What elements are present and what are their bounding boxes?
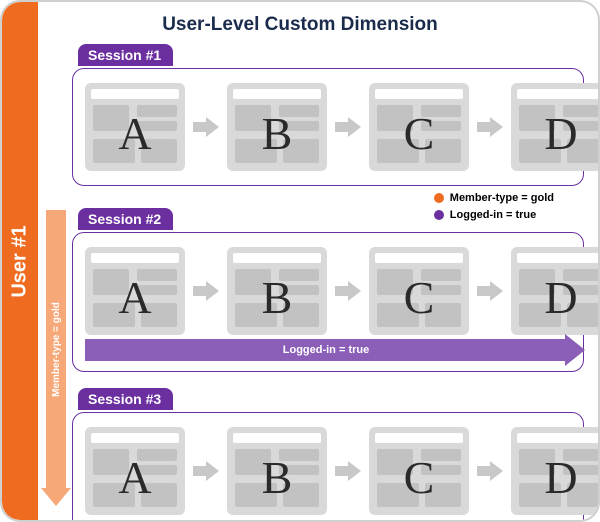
page-letter: C [404, 107, 435, 160]
logged-in-arrow-head [565, 334, 585, 366]
arrow-icon [477, 281, 503, 301]
session-2: Session #2 Member-type = gold Logged-in … [72, 210, 584, 372]
page-d: D [511, 247, 600, 335]
page-letter: A [118, 107, 151, 160]
logged-in-arrow-label: Logged-in = true [283, 344, 369, 356]
page-a: A [85, 247, 185, 335]
page-d: D [511, 427, 600, 515]
session-3: Session #3 A B C D [72, 390, 584, 522]
page-letter: B [262, 451, 293, 504]
page-b: B [227, 83, 327, 171]
page-a: A [85, 83, 185, 171]
arrow-icon [477, 461, 503, 481]
dot-icon [434, 193, 444, 203]
sessions-container: Session #1 A B C D Session #2 Member-typ… [72, 46, 584, 510]
logged-in-arrow: Logged-in = true [85, 339, 585, 361]
session-1: Session #1 A B C D [72, 46, 584, 186]
legend: Member-type = gold Logged-in = true [434, 190, 554, 223]
legend-item-member-type: Member-type = gold [434, 190, 554, 207]
diagram-title: User-Level Custom Dimension [2, 14, 598, 36]
member-type-arrow-label: Member-type = gold [51, 302, 62, 397]
arrow-icon [193, 461, 219, 481]
arrow-icon [193, 281, 219, 301]
legend-text: Logged-in = true [450, 207, 536, 224]
member-type-arrow-shaft: Member-type = gold [46, 210, 66, 488]
session-box: A B C D [72, 68, 584, 186]
page-letter: D [544, 451, 577, 504]
session-box: A B C D [72, 412, 584, 522]
session-tab: Session #2 [78, 208, 173, 230]
page-c: C [369, 83, 469, 171]
arrow-icon [335, 117, 361, 137]
page-letter: B [262, 271, 293, 324]
page-letter: D [544, 107, 577, 160]
arrow-icon [335, 461, 361, 481]
arrow-icon [193, 117, 219, 137]
page-letter: B [262, 107, 293, 160]
page-c: C [369, 427, 469, 515]
session-box: A B C D Logged-in = true [72, 232, 584, 372]
session-tab: Session #3 [78, 388, 173, 410]
user-sidebar: User #1 [2, 2, 38, 520]
arrow-icon [477, 117, 503, 137]
page-b: B [227, 427, 327, 515]
page-letter: A [118, 451, 151, 504]
page-letter: C [404, 271, 435, 324]
legend-item-logged-in: Logged-in = true [434, 207, 554, 224]
logged-in-arrow-shaft: Logged-in = true [85, 339, 567, 361]
member-type-arrow-head [41, 488, 71, 506]
member-type-arrow: Member-type = gold [46, 210, 66, 506]
legend-text: Member-type = gold [450, 190, 554, 207]
arrow-icon [335, 281, 361, 301]
page-letter: D [544, 271, 577, 324]
session-tab: Session #1 [78, 44, 173, 66]
page-a: A [85, 427, 185, 515]
page-letter: C [404, 451, 435, 504]
user-label: User #1 [9, 225, 32, 297]
page-d: D [511, 83, 600, 171]
page-b: B [227, 247, 327, 335]
page-c: C [369, 247, 469, 335]
page-letter: A [118, 271, 151, 324]
diagram-frame: User-Level Custom Dimension User #1 Memb… [0, 0, 600, 522]
dot-icon [434, 210, 444, 220]
